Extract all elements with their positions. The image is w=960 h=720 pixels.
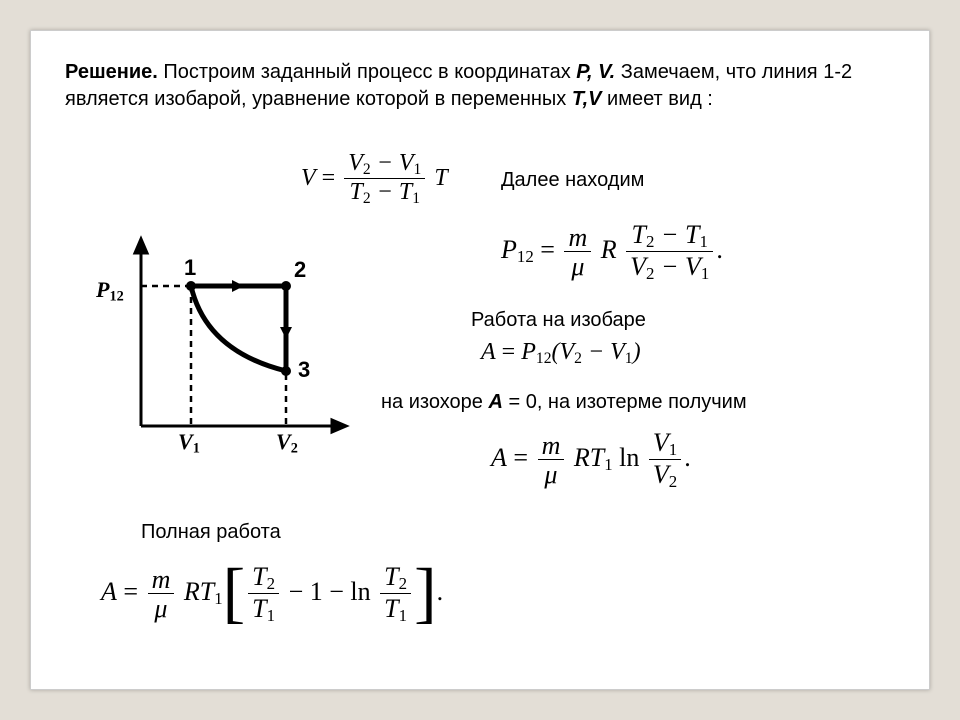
diagram-label-p12: P12 [96, 277, 124, 306]
diagram-node-3: 3 [298, 357, 310, 383]
pv-diagram: P12 V1 V2 1 2 3 [86, 231, 356, 461]
equation-p12: P12 = mμ R T2 − T1V2 − V1. [501, 221, 723, 283]
label-isobaric: Работа на изобаре [471, 309, 646, 332]
label-isochoric: на изохоре A = 0, на изотерме получим [381, 391, 747, 414]
equation-v: V = V2 − V1T2 − T1 T [301, 151, 448, 208]
equation-A-isotherm: A = mμ RT1 ln V1V2. [491, 429, 691, 491]
label-full-work: Полная работа [141, 521, 281, 544]
slide: Решение. Построим заданный процесс в коо… [30, 30, 930, 690]
label-next: Далее находим [501, 169, 644, 192]
diagram-label-v2: V2 [276, 429, 298, 458]
equation-A-isobaric: A = P12(V2 − V1) [481, 339, 641, 368]
diagram-label-v1: V1 [178, 429, 200, 458]
intro-heading: Решение. [65, 61, 158, 83]
diagram-node-1: 1 [184, 255, 196, 281]
intro-paragraph: Решение. Построим заданный процесс в коо… [65, 59, 895, 113]
equation-A-full: A = mμ RT1[T2T1 − 1 − ln T2T1]. [101, 563, 443, 625]
diagram-node-2: 2 [294, 257, 306, 283]
